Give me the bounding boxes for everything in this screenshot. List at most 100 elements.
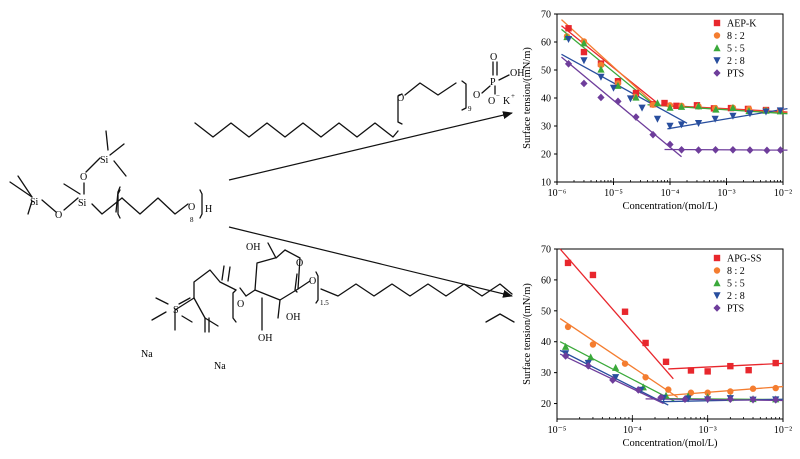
aep-o-label-2: O bbox=[473, 90, 480, 101]
pts-repeat-count: 8 bbox=[190, 216, 194, 224]
svg-text:−: − bbox=[496, 92, 500, 100]
bottom-plot-frame bbox=[556, 248, 784, 420]
top-series-0-point bbox=[661, 99, 668, 107]
bottom-series-1-point bbox=[704, 389, 711, 396]
top-series-3-fit-line bbox=[561, 53, 688, 124]
bottom-legend-marker bbox=[713, 254, 721, 262]
apg-o-glycosidic-label: O bbox=[309, 276, 316, 287]
bottom-series-4-point bbox=[681, 395, 689, 404]
bottom-series-0-point bbox=[564, 259, 572, 267]
bottom-series-1-point bbox=[687, 389, 695, 396]
bottom-series-0-point bbox=[704, 368, 711, 375]
top-series-3-point bbox=[564, 36, 573, 43]
bottom-series-1-point bbox=[589, 341, 597, 348]
bottom-series-0-fit-line bbox=[559, 248, 674, 380]
svg-text:+: + bbox=[511, 92, 515, 100]
apg-na-label-2: Na bbox=[214, 361, 226, 372]
top-y-axis-label: Surface tension/(mN/m) bbox=[522, 47, 533, 149]
top-series-2-point bbox=[729, 104, 737, 111]
apg-structure: OH O O 1.5 OH OH O S Na Na bbox=[141, 242, 515, 372]
top-series-0-point bbox=[580, 48, 588, 56]
top-series-1-point bbox=[649, 101, 657, 108]
bottom-series-2-point bbox=[561, 342, 570, 350]
pts-o-label-2: O bbox=[80, 172, 87, 183]
aep-p-label: P bbox=[490, 77, 496, 88]
top-legend-label: AEP-K bbox=[727, 19, 757, 30]
top-series-2-point bbox=[677, 102, 686, 110]
top-series-3-point bbox=[666, 122, 674, 130]
bottom-x-tick-label: 10⁻² bbox=[774, 425, 792, 436]
bottom-series-2-fit-line bbox=[559, 341, 675, 402]
top-x-tick-label: 10⁻² bbox=[774, 188, 792, 199]
bottom-series-1-point bbox=[772, 384, 779, 392]
top-series-3-point bbox=[746, 110, 754, 118]
top-legend-label: 5 : 5 bbox=[727, 44, 745, 55]
top-series-2-fit-line bbox=[561, 28, 654, 105]
top-series-4-point bbox=[763, 146, 771, 155]
top-series-4-point bbox=[632, 113, 640, 121]
top-series-1-point bbox=[597, 61, 605, 69]
top-series-4-point bbox=[746, 146, 754, 154]
top-series-2-point bbox=[653, 99, 662, 107]
top-series-0-point bbox=[565, 25, 572, 32]
bottom-x-axis-label: Concentration/(mol/L) bbox=[622, 438, 718, 449]
top-series-4-point bbox=[776, 146, 785, 154]
top-series-4-point bbox=[564, 60, 573, 68]
bottom-y-tick-label: 50 bbox=[541, 306, 551, 317]
top-series-2-point bbox=[597, 65, 605, 73]
bottom-series-1-point bbox=[727, 388, 734, 395]
bottom-legend-marker bbox=[713, 304, 721, 312]
pts-si-label-3: Si bbox=[100, 155, 109, 166]
bottom-series-0-point bbox=[621, 308, 629, 315]
top-y-tick-label: 50 bbox=[541, 66, 551, 77]
top-series-0-point bbox=[673, 102, 680, 110]
bottom-legend-marker bbox=[713, 292, 721, 300]
bottom-series-0-point bbox=[745, 366, 752, 374]
top-legend-label: 8 : 2 bbox=[727, 31, 745, 42]
top-legend-marker bbox=[713, 32, 721, 39]
top-legend-label: PTS bbox=[727, 69, 744, 80]
apg-oh-label-bottom: OH bbox=[258, 333, 272, 344]
bottom-series-4-fit-line bbox=[645, 398, 784, 402]
top-series-3-point bbox=[626, 95, 635, 103]
pts-si-label-1: Si bbox=[30, 197, 39, 208]
top-series-3-point bbox=[729, 112, 737, 120]
bottom-series-0-point bbox=[662, 358, 670, 366]
aep-o-minus-label: O bbox=[488, 96, 495, 107]
pts-h-label: H bbox=[205, 204, 212, 215]
top-x-tick-label: 10⁻⁵ bbox=[604, 188, 623, 199]
top-series-2-point bbox=[694, 102, 703, 110]
bottom-x-tick-label: 10⁻³ bbox=[699, 425, 717, 436]
bottom-series-4-point bbox=[584, 362, 592, 370]
bottom-series-4-point bbox=[772, 396, 780, 404]
top-plot-frame bbox=[556, 13, 784, 183]
bottom-series-1-point bbox=[621, 360, 629, 367]
bottom-series-1-fit-line bbox=[559, 318, 679, 398]
bottom-legend-label: APG-SS bbox=[727, 254, 761, 265]
bottom-y-tick-label: 70 bbox=[541, 245, 551, 256]
bottom-legend-label: 5 : 5 bbox=[727, 279, 745, 290]
top-series-4-point bbox=[649, 130, 657, 139]
top-series-3-point bbox=[638, 104, 646, 112]
apg-s-label: S bbox=[173, 305, 179, 316]
top-series-1-fit-line bbox=[561, 19, 658, 108]
bottom-series-0-point bbox=[687, 367, 695, 374]
top-series-0-point bbox=[632, 89, 640, 97]
top-series-3-point bbox=[711, 115, 719, 123]
top-series-3-point bbox=[776, 107, 785, 115]
bottom-series-4-point bbox=[657, 393, 665, 402]
apg-o-ether-label: O bbox=[237, 299, 244, 310]
top-y-tick-label: 40 bbox=[541, 94, 551, 105]
top-series-4-point bbox=[597, 93, 605, 102]
apg-oh-label-top: OH bbox=[246, 242, 260, 253]
top-series-2-point bbox=[632, 93, 640, 101]
bottom-x-tick-label: 10⁻⁵ bbox=[548, 425, 567, 436]
bottom-series-2-point bbox=[612, 363, 620, 371]
bottom-legend-marker bbox=[713, 279, 721, 287]
bottom-legend-label: 8 : 2 bbox=[727, 266, 745, 277]
top-series-3-point bbox=[694, 120, 703, 127]
top-series-4-point bbox=[729, 146, 737, 154]
top-series-3-point bbox=[653, 115, 662, 123]
pts-o-label-1: O bbox=[55, 210, 62, 221]
top-series-4-point bbox=[666, 140, 674, 149]
